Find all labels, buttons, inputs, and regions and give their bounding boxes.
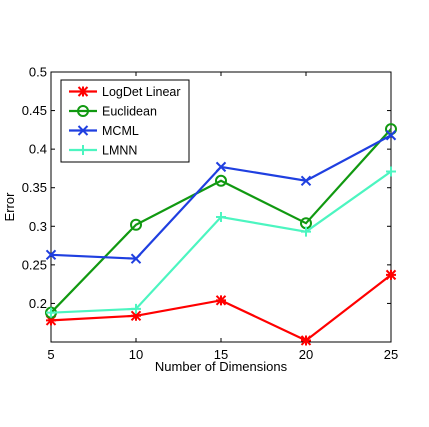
legend-label: MCML	[102, 124, 139, 138]
series-logdet-linear	[45, 269, 397, 346]
data-point-asterisk	[77, 86, 89, 97]
data-point-plus	[78, 145, 88, 155]
y-tick-label: 0.35	[22, 180, 47, 195]
series-lmnn	[46, 166, 396, 318]
data-point-asterisk	[45, 315, 57, 326]
data-point-circle	[77, 105, 89, 117]
legend-label: Euclidean	[102, 105, 157, 119]
y-tick-label: 0.2	[29, 296, 47, 311]
x-tick-label: 25	[384, 347, 398, 362]
x-axis-label: Number of Dimensions	[155, 359, 288, 374]
data-point-circle	[215, 174, 227, 187]
x-tick-label: 15	[214, 347, 228, 362]
y-tick-label: 0.3	[29, 219, 47, 234]
series-layer	[45, 123, 397, 346]
data-point-asterisk	[130, 310, 142, 321]
legend: LogDet Linear Euclidean MCML LMNN	[60, 79, 190, 163]
data-point-asterisk	[215, 295, 227, 306]
data-point-plus	[301, 226, 311, 237]
y-tick-label: 0.45	[22, 103, 47, 118]
data-point-plus	[216, 212, 226, 223]
y-tick-label: 0.5	[29, 65, 47, 80]
y-axis-label: Error	[2, 192, 17, 222]
legend-item: MCML	[69, 124, 139, 138]
legend-item: LogDet Linear	[69, 85, 181, 99]
data-point-x	[77, 125, 89, 136]
legend-label: LMNN	[102, 144, 137, 158]
series-mcml	[45, 130, 397, 264]
data-point-x	[45, 249, 57, 261]
data-point-x	[130, 253, 142, 264]
data-point-asterisk	[385, 269, 397, 281]
series-line	[50, 128, 392, 314]
axis-ticks: 5 10 15 20 25 0.2 0.25 0.3 0.35 0.4 0.45 0.5	[22, 65, 399, 363]
data-point-plus	[386, 166, 396, 177]
x-tick-label: 5	[47, 347, 54, 362]
y-tick-label: 0.25	[22, 257, 47, 272]
data-point-x	[300, 175, 312, 186]
legend-label: LogDet Linear	[102, 85, 181, 99]
legend-item: LMNN	[69, 144, 137, 158]
data-point-x	[215, 161, 227, 173]
data-point-asterisk	[300, 335, 312, 346]
legend-item: Euclidean	[69, 105, 157, 119]
data-point-x	[385, 130, 397, 141]
y-tick-label: 0.4	[29, 142, 47, 157]
data-point-plus	[46, 307, 56, 318]
x-tick-label: 10	[129, 347, 143, 362]
data-point-circle	[130, 218, 142, 231]
data-point-plus	[131, 303, 141, 314]
x-tick-label: 20	[299, 347, 313, 362]
